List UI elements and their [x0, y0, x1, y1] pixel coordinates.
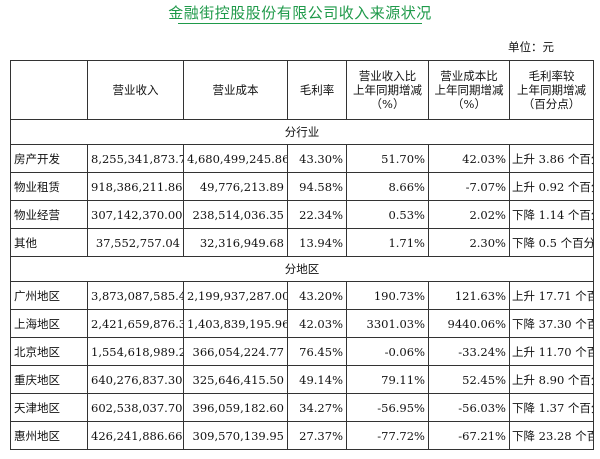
- cell-margin-change: 下降 37.30 个百分点: [509, 309, 594, 338]
- cell-revenue: 307,142,370.00: [87, 200, 184, 229]
- table-row: 重庆地区 640,276,837.30 325,646,415.50 49.14…: [10, 365, 594, 394]
- header-corner: [10, 60, 88, 120]
- cell-margin-change: 下降 23.28 个百分点: [509, 421, 594, 450]
- header-revenue: 营业收入: [87, 60, 184, 120]
- row-label: 物业经营: [10, 200, 88, 229]
- cell-revenue: 640,276,837.30: [87, 365, 184, 394]
- cell-margin: 76.45%: [287, 337, 347, 366]
- cell-revenue: 602,538,037.70: [87, 393, 184, 422]
- cell-revenue-change: 79.11%: [346, 365, 429, 394]
- cell-cost: 325,646,415.50: [183, 365, 288, 394]
- cell-margin-change: 上升 11.70 个百分点: [509, 337, 594, 366]
- row-label: 房产开发: [10, 144, 88, 173]
- cell-cost: 2,199,937,287.00: [183, 281, 288, 310]
- cell-margin-change: 上升 3.86 个百分点: [509, 144, 594, 173]
- cell-margin-change: 下降 1.14 个百分点: [509, 200, 594, 229]
- header-cost-change: 营业成本比 上年同期增减 （%）: [428, 60, 510, 120]
- cell-cost-change: 42.03%: [428, 144, 510, 173]
- header-cost: 营业成本: [183, 60, 288, 120]
- cell-cost-change: 2.02%: [428, 200, 510, 229]
- title-underline: [178, 23, 422, 24]
- cell-margin: 22.34%: [287, 200, 347, 229]
- table-row: 房产开发 8,255,341,873.78 4,680,499,245.86 4…: [10, 144, 594, 173]
- cell-cost: 49,776,213.89: [183, 172, 288, 201]
- cell-cost: 32,316,949.68: [183, 228, 288, 257]
- cell-cost-change: -33.24%: [428, 337, 510, 366]
- cell-revenue-change: 51.70%: [346, 144, 429, 173]
- cell-margin-change: 上升 17.71 个百分点: [509, 281, 594, 310]
- header-revenue-change: 营业收入比 上年同期增减 （%）: [346, 60, 429, 120]
- row-label: 惠州地区: [10, 421, 88, 450]
- cell-margin-change: 下降 1.37 个百分点: [509, 393, 594, 422]
- section-label-industry: 分行业: [10, 119, 594, 145]
- cell-cost: 396,059,182.60: [183, 393, 288, 422]
- cell-revenue: 2,421,659,876.35: [87, 309, 184, 338]
- table-row: 惠州地区 426,241,886.66 309,570,139.95 27.37…: [10, 421, 594, 450]
- cell-cost-change: 9440.06%: [428, 309, 510, 338]
- table-row: 天津地区 602,538,037.70 396,059,182.60 34.27…: [10, 393, 594, 422]
- cell-revenue-change: -56.95%: [346, 393, 429, 422]
- cell-revenue-change: 1.71%: [346, 228, 429, 257]
- row-label: 北京地区: [10, 337, 88, 366]
- cell-revenue: 3,873,087,585.44: [87, 281, 184, 310]
- cell-margin: 27.37%: [287, 421, 347, 450]
- row-label: 其他: [10, 228, 88, 257]
- header-row: 营业收入 营业成本 毛利率 营业收入比 上年同期增减 （%） 营业成本比 上年同…: [10, 60, 594, 120]
- row-label: 天津地区: [10, 393, 88, 422]
- cell-revenue-change: -77.72%: [346, 421, 429, 450]
- cell-margin: 43.20%: [287, 281, 347, 310]
- cell-cost-change: 52.45%: [428, 365, 510, 394]
- cell-cost-change: -56.03%: [428, 393, 510, 422]
- row-label: 上海地区: [10, 309, 88, 338]
- section-row-industry: 分行业: [10, 119, 594, 145]
- cell-cost-change: -7.07%: [428, 172, 510, 201]
- table-row: 物业租赁 918,386,211.86 49,776,213.89 94.58%…: [10, 172, 594, 201]
- cell-cost: 1,403,839,195.96: [183, 309, 288, 338]
- row-label: 物业租赁: [10, 172, 88, 201]
- section-row-region: 分地区: [10, 256, 594, 282]
- row-label: 重庆地区: [10, 365, 88, 394]
- cell-revenue: 918,386,211.86: [87, 172, 184, 201]
- cell-margin-change: 上升 8.90 个百分点: [509, 365, 594, 394]
- cell-revenue: 8,255,341,873.78: [87, 144, 184, 173]
- revenue-source-table: 营业收入 营业成本 毛利率 营业收入比 上年同期增减 （%） 营业成本比 上年同…: [10, 60, 594, 450]
- cell-cost: 238,514,036.35: [183, 200, 288, 229]
- table-row: 上海地区 2,421,659,876.35 1,403,839,195.96 4…: [10, 309, 594, 338]
- row-label: 广州地区: [10, 281, 88, 310]
- table-row: 北京地区 1,554,618,989.23 366,054,224.77 76.…: [10, 337, 594, 366]
- cell-revenue: 37,552,757.04: [87, 228, 184, 257]
- cell-revenue-change: 3301.03%: [346, 309, 429, 338]
- table-row: 广州地区 3,873,087,585.44 2,199,937,287.00 4…: [10, 281, 594, 310]
- table-row: 物业经营 307,142,370.00 238,514,036.35 22.34…: [10, 200, 594, 229]
- cell-revenue-change: -0.06%: [346, 337, 429, 366]
- cell-margin: 13.94%: [287, 228, 347, 257]
- cell-revenue: 1,554,618,989.23: [87, 337, 184, 366]
- cell-cost-change: -67.21%: [428, 421, 510, 450]
- cell-revenue-change: 0.53%: [346, 200, 429, 229]
- section-label-region: 分地区: [10, 256, 594, 282]
- cell-margin: 42.03%: [287, 309, 347, 338]
- cell-cost-change: 121.63%: [428, 281, 510, 310]
- header-margin: 毛利率: [287, 60, 347, 120]
- cell-margin: 94.58%: [287, 172, 347, 201]
- cell-revenue-change: 8.66%: [346, 172, 429, 201]
- cell-margin-change: 上升 0.92 个百分点: [509, 172, 594, 201]
- cell-cost-change: 2.30%: [428, 228, 510, 257]
- cell-cost: 366,054,224.77: [183, 337, 288, 366]
- cell-margin: 43.30%: [287, 144, 347, 173]
- cell-cost: 4,680,499,245.86: [183, 144, 288, 173]
- cell-cost: 309,570,139.95: [183, 421, 288, 450]
- table-row: 其他 37,552,757.04 32,316,949.68 13.94% 1.…: [10, 228, 594, 257]
- page-title: 金融街控股股份有限公司收入来源状况: [168, 4, 432, 22]
- unit-label: 单位：元: [508, 40, 554, 54]
- cell-margin: 34.27%: [287, 393, 347, 422]
- header-margin-change: 毛利率较 上年同期增减 （百分点）: [509, 60, 594, 120]
- cell-margin-change: 下降 0.5 个百分点: [509, 228, 594, 257]
- cell-margin: 49.14%: [287, 365, 347, 394]
- cell-revenue: 426,241,886.66: [87, 421, 184, 450]
- cell-revenue-change: 190.73%: [346, 281, 429, 310]
